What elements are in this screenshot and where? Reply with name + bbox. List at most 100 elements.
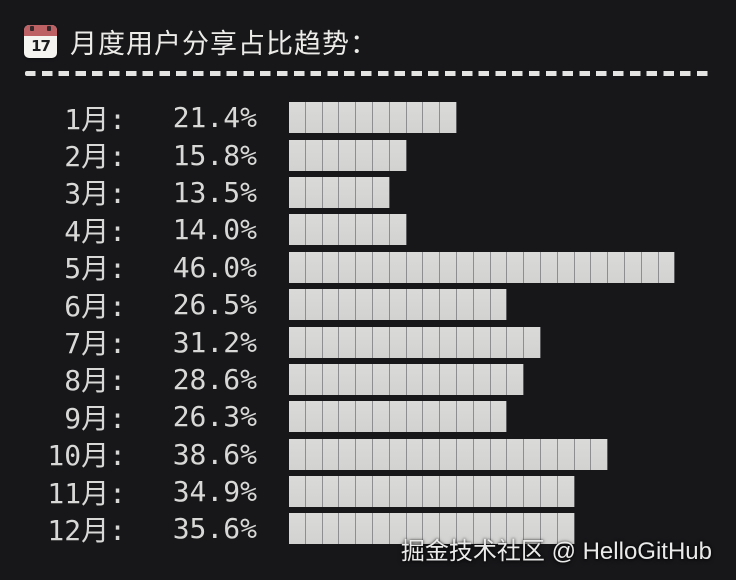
bar-segment <box>440 476 457 508</box>
bar-segment <box>356 139 373 171</box>
bar-segment <box>339 139 357 171</box>
bar-segment <box>339 401 357 433</box>
bar-segment <box>322 438 340 470</box>
bar-segment <box>440 289 457 321</box>
bar-segment <box>406 251 424 283</box>
bar <box>289 326 541 358</box>
value-label: 14.0% <box>172 213 257 247</box>
bar-segment <box>389 139 407 171</box>
value-label: 26.5% <box>172 288 257 322</box>
bar-segment <box>289 326 306 358</box>
bar-segment <box>289 102 306 134</box>
bar-segment <box>305 214 323 246</box>
bar <box>289 289 508 321</box>
bar-segment <box>339 476 357 508</box>
value-label: 15.8% <box>172 138 257 172</box>
bar-segment <box>372 476 390 508</box>
calendar-icon-day: 17 <box>31 37 51 55</box>
bar-segment <box>389 363 407 395</box>
bar-segment <box>406 513 424 545</box>
chart-row: 4月: 14.0% <box>24 211 724 248</box>
bar-segment <box>406 326 424 358</box>
bar <box>289 176 390 208</box>
month-label: 5月: <box>64 252 126 286</box>
bar-segment <box>305 251 323 283</box>
bar-segment <box>289 363 306 395</box>
bar-segment <box>507 513 525 545</box>
bar-segment <box>507 326 525 358</box>
bar-segment <box>440 251 457 283</box>
bar-segment <box>289 214 306 246</box>
bar-segment <box>356 513 373 545</box>
bar-segment <box>624 251 642 283</box>
bar-segment <box>456 326 474 358</box>
month-label: 2月: <box>64 140 126 174</box>
chart-row: 7月: 31.2% <box>24 323 724 360</box>
bar-segment <box>473 326 491 358</box>
bar-segment <box>524 251 541 283</box>
bar-segment <box>473 513 491 545</box>
month-label: 9月: <box>64 401 126 435</box>
bar-segment <box>339 326 357 358</box>
bar-segment <box>423 401 441 433</box>
value-label: 26.3% <box>172 400 257 434</box>
bar-segment <box>356 401 373 433</box>
bar-segment <box>557 513 575 545</box>
chart-title: 月度用户分享占比趋势： <box>70 29 378 60</box>
bar-segment <box>456 476 474 508</box>
bar-segment <box>456 251 474 283</box>
bar-segment <box>389 102 407 134</box>
month-label: 11月: <box>47 476 126 510</box>
watermark: 掘金技术社区 @ HelloGitHub <box>400 538 712 565</box>
chart-row: 12月: 35.6% <box>24 510 724 547</box>
bar-segment <box>339 176 357 208</box>
chart-row: 3月: 13.5% <box>24 174 724 211</box>
value-label: 31.2% <box>172 325 257 359</box>
bar-segment <box>423 251 441 283</box>
month-label: 7月: <box>64 327 126 361</box>
bar-segment <box>339 289 357 321</box>
bar-segment <box>389 401 407 433</box>
bar-segment <box>557 476 575 508</box>
bar-segment <box>389 214 407 246</box>
bar-segment <box>473 438 491 470</box>
bar-segment <box>339 102 357 134</box>
bar-segment <box>490 438 508 470</box>
bar-segment <box>490 251 508 283</box>
bar-segment <box>389 326 407 358</box>
bar <box>289 251 676 283</box>
calendar-icon: 17 <box>24 25 57 58</box>
bar-segment <box>305 289 323 321</box>
bar-segment <box>389 289 407 321</box>
bar-segment <box>322 139 340 171</box>
bar-segment <box>658 251 676 283</box>
bar-segment <box>641 251 659 283</box>
bar-segment <box>524 513 541 545</box>
bar-segment <box>372 401 390 433</box>
month-label: 1月: <box>64 102 126 136</box>
bar-segment <box>322 214 340 246</box>
bar-segment <box>289 289 306 321</box>
bar-segment <box>356 363 373 395</box>
bar <box>289 513 575 545</box>
bar-segment <box>289 401 306 433</box>
chart-row: 8月: 28.6% <box>24 361 724 398</box>
bar-segment <box>356 214 373 246</box>
bar-segment <box>456 513 474 545</box>
bar-segment <box>305 401 323 433</box>
bar-segment <box>507 476 525 508</box>
bar-segment <box>305 176 323 208</box>
bar-segment <box>372 363 390 395</box>
bar-segment <box>372 176 390 208</box>
bar-segment <box>356 438 373 470</box>
bar-segment <box>356 326 373 358</box>
bar-segment <box>356 476 373 508</box>
bar-segment <box>305 102 323 134</box>
bar-segment <box>389 513 407 545</box>
bar <box>289 102 457 134</box>
bar-segment <box>322 326 340 358</box>
bar-segment <box>423 438 441 470</box>
month-label: 3月: <box>64 177 126 211</box>
bar-segment <box>473 251 491 283</box>
